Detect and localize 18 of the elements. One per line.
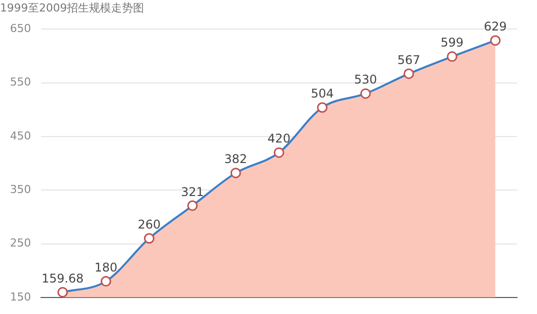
chart-title: 1999至2009招生规模走势图: [0, 1, 144, 14]
y-tick-label: 650: [10, 22, 31, 36]
data-label: 180: [94, 260, 118, 274]
data-label: 159.68: [42, 271, 84, 286]
data-label: 504: [310, 86, 334, 101]
data-label: 599: [440, 36, 464, 50]
y-tick-label: 550: [10, 76, 31, 89]
data-label: 382: [224, 152, 248, 166]
y-tick-label: 350: [10, 182, 31, 196]
data-label: 260: [138, 218, 161, 232]
data-label: 530: [354, 72, 377, 87]
y-tick-label: 450: [10, 129, 31, 142]
y-tick-label: 250: [10, 236, 31, 250]
data-label: 420: [268, 132, 290, 146]
data-label: 567: [397, 52, 420, 67]
data-label: 629: [484, 20, 507, 34]
y-tick-label: 150: [10, 290, 31, 304]
data-label: 321: [181, 184, 204, 199]
